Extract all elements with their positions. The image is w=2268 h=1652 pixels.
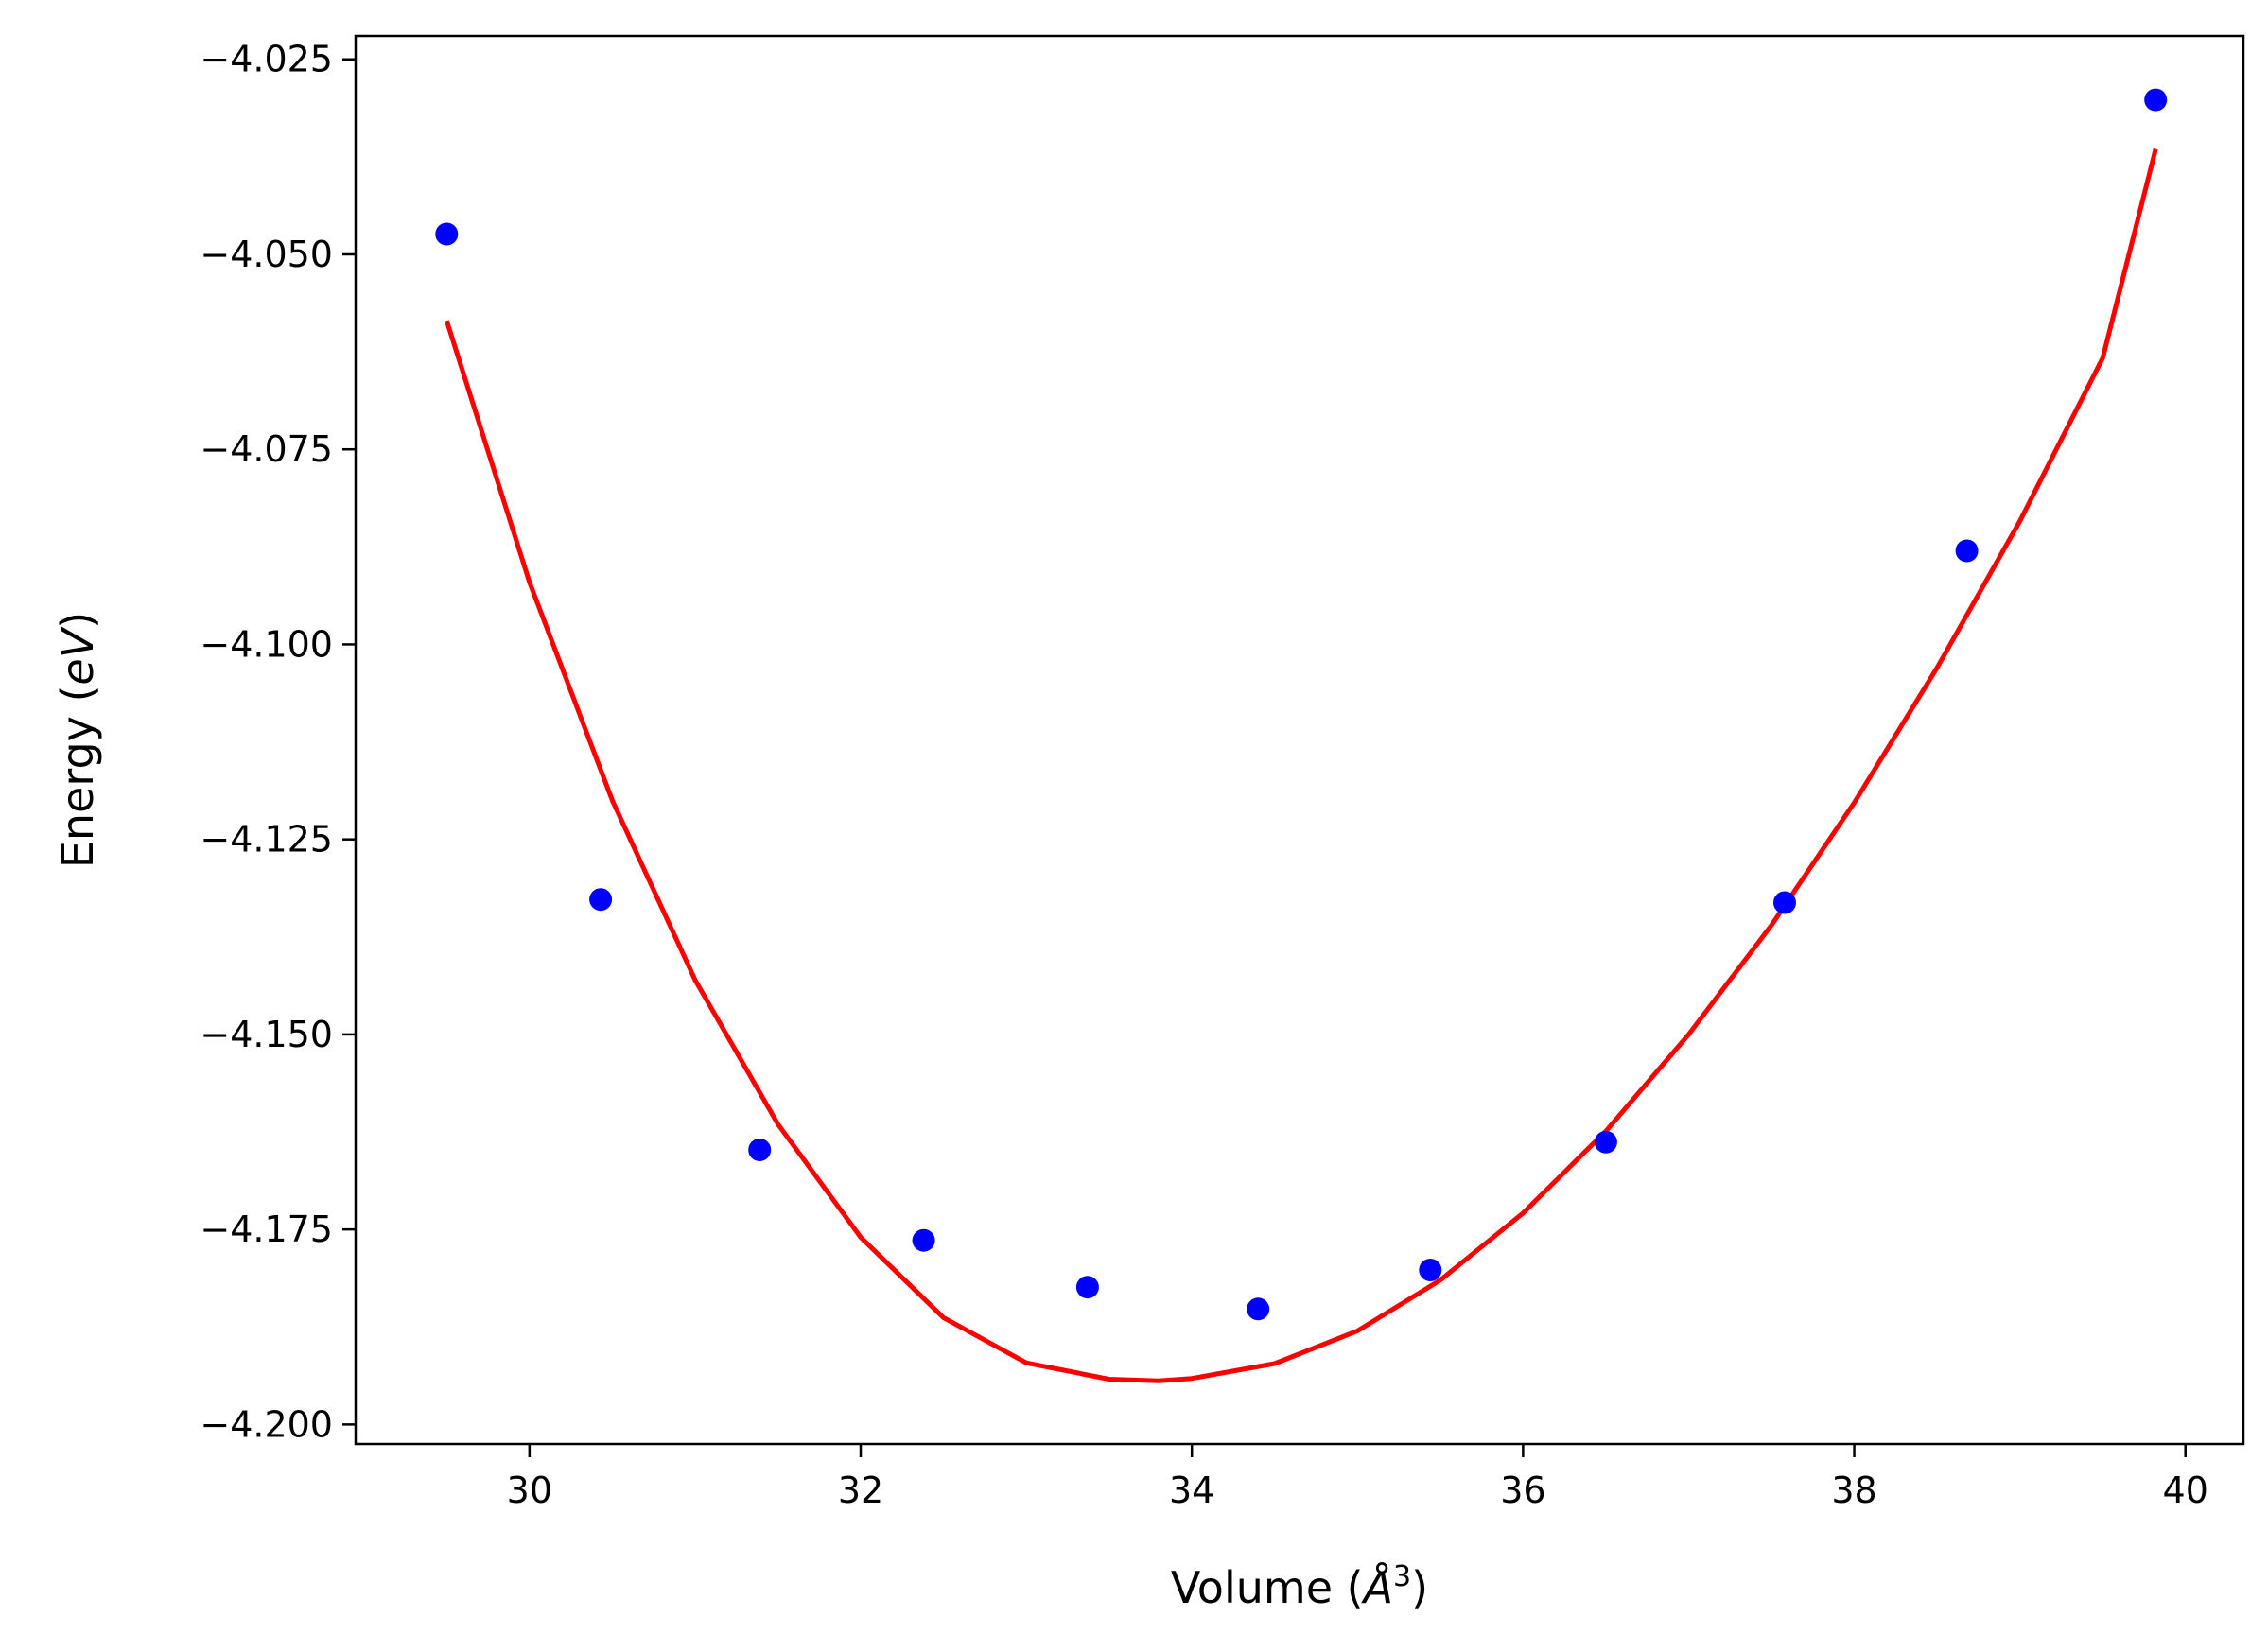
- x-tick-label: 30: [507, 1469, 552, 1511]
- y-tick-label: −4.150: [200, 1014, 333, 1055]
- x-axis: 30 32 34 36 38 40: [507, 1444, 2208, 1511]
- fit-curve: [444, 148, 2158, 1383]
- x-axis-label-exponent: 3: [1393, 1560, 1411, 1593]
- y-axis-label: Energy (eV): [52, 612, 103, 868]
- x-axis-label: Volume (Å3): [1171, 1560, 1428, 1613]
- y-tick-label: −4.025: [200, 39, 333, 80]
- data-point: [1419, 1259, 1442, 1281]
- y-axis-label-main: Energy (: [52, 686, 103, 869]
- y-axis-label-unit: eV: [52, 625, 103, 685]
- y-tick-label: −4.075: [200, 428, 333, 470]
- x-tick-label: 40: [2163, 1469, 2208, 1511]
- y-tick-label: −4.100: [200, 623, 333, 665]
- x-tick-label: 38: [1831, 1469, 1876, 1511]
- x-axis-label-symbol: Å: [1361, 1562, 1393, 1613]
- data-point: [435, 222, 459, 246]
- x-axis-label-main: Volume (: [1171, 1562, 1364, 1613]
- x-tick-label: 32: [838, 1469, 883, 1511]
- x-tick-label: 34: [1169, 1469, 1214, 1511]
- data-point: [1594, 1130, 1617, 1154]
- y-tick-label: −4.200: [200, 1403, 333, 1445]
- x-tick-label: 36: [1500, 1469, 1545, 1511]
- data-point: [748, 1139, 772, 1161]
- data-point: [2144, 88, 2168, 112]
- plot-frame: [354, 34, 2245, 1446]
- y-tick-label: −4.175: [200, 1209, 333, 1250]
- plot-area: [435, 88, 2168, 1383]
- x-axis-label-end: ): [1411, 1562, 1428, 1613]
- data-point: [1247, 1297, 1270, 1321]
- y-tick-label: −4.125: [200, 819, 333, 861]
- data-point: [589, 888, 613, 912]
- y-tick-label: −4.050: [200, 234, 333, 275]
- data-point: [1955, 539, 1979, 563]
- y-axis-label-end: ): [52, 612, 103, 629]
- data-point: [1075, 1276, 1099, 1299]
- data-point: [912, 1228, 935, 1252]
- data-point: [1773, 891, 1796, 914]
- y-axis: −4.200 −4.175 −4.150 −4.125 −4.100 −4.075 −4.0…: [200, 39, 356, 1445]
